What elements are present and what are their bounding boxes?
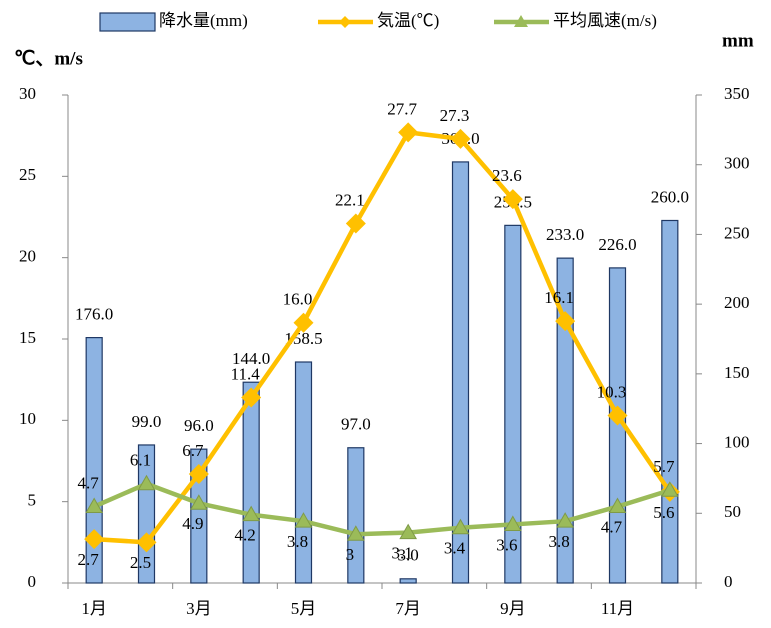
bar [556, 257, 574, 584]
marker [608, 497, 627, 514]
y-axis-title: ℃、m/s [14, 48, 83, 69]
marker [399, 523, 418, 540]
data-label: 3.8 [549, 532, 570, 551]
data-label: 11.4 [231, 364, 261, 383]
x-tick-label: 11月 [601, 599, 634, 618]
marker [293, 312, 314, 333]
bar [294, 361, 313, 584]
y-tick-label: 20 [19, 247, 36, 266]
marker [85, 497, 104, 514]
bar [242, 381, 260, 584]
line [93, 481, 671, 537]
marker [345, 213, 366, 234]
y2-tick-label: 250 [724, 223, 750, 242]
bar [85, 337, 103, 584]
bar-value-label: 96.0 [184, 416, 214, 435]
data-label: 6.1 [130, 451, 151, 470]
legend-marker [514, 15, 528, 27]
data-label: 4.7 [78, 473, 100, 492]
bar-value-label: 226.0 [598, 235, 636, 254]
x-tick-label: 5月 [291, 599, 317, 618]
marker [137, 474, 156, 491]
data-label: 4.7 [601, 517, 623, 536]
y-tick-label: 30 [19, 84, 36, 103]
bar-value-label: 176.0 [75, 305, 113, 324]
x-tick-label: 1月 [81, 599, 107, 618]
data-label: 16.1 [544, 288, 574, 307]
data-label: 23.6 [492, 166, 522, 185]
y2-tick-label: 350 [724, 84, 750, 103]
legend-label: 気温(℃) [377, 11, 439, 30]
y2-tick-label: 200 [724, 293, 750, 312]
y2-tick-label: 100 [724, 432, 750, 451]
data-label: 27.3 [440, 106, 470, 125]
bar-value-label: 97.0 [341, 415, 371, 434]
x-tick-label: 9月 [500, 599, 526, 618]
bar [451, 161, 470, 584]
data-label: 27.7 [387, 99, 417, 118]
marker [241, 387, 262, 408]
bar [137, 444, 156, 584]
legend-swatch [99, 12, 156, 32]
marker [660, 481, 679, 497]
data-label: 3 [346, 545, 355, 564]
data-label: 3.6 [496, 535, 517, 554]
data-label: 16.0 [283, 290, 313, 309]
y2-axis-title: mm [722, 30, 754, 51]
bar-value-label: 3.0 [398, 546, 419, 565]
marker [607, 405, 628, 426]
data-label: 5.6 [653, 503, 674, 522]
marker [294, 512, 313, 528]
x-tick-label: 7月 [395, 599, 421, 618]
y-tick-label: 15 [19, 328, 36, 347]
legend-label: 平均風速(m/s) [553, 11, 657, 30]
data-label: 4.2 [235, 526, 256, 545]
y2-tick-label: 50 [724, 502, 741, 521]
marker [556, 512, 575, 528]
y-tick-label: 10 [19, 409, 36, 428]
data-label: 10.3 [597, 382, 627, 401]
bar [399, 578, 417, 584]
bar [347, 447, 365, 584]
data-label: 3.1 [392, 543, 413, 562]
y2-tick-label: 300 [724, 154, 750, 173]
bar-value-label: 233.0 [546, 225, 584, 244]
marker [398, 122, 419, 143]
y-tick-label: 25 [19, 165, 36, 184]
marker [136, 532, 157, 553]
y2-tick-label: 150 [724, 363, 750, 382]
marker [502, 189, 523, 210]
marker [189, 494, 208, 510]
x-tick-label: 3月 [186, 599, 212, 618]
data-label: 2.7 [78, 550, 100, 569]
bar [661, 219, 679, 584]
data-label: 2.5 [130, 553, 151, 572]
data-label: 5.7 [653, 457, 675, 476]
bar-value-label: 144.0 [232, 349, 270, 368]
legend-label: 降水量(mm) [159, 11, 248, 30]
marker [84, 529, 105, 550]
y-tick-label: 0 [28, 572, 37, 591]
marker [450, 128, 471, 149]
marker [242, 505, 261, 522]
bar-value-label: 260.0 [651, 187, 689, 206]
marker [346, 525, 365, 541]
marker [188, 464, 209, 485]
y2-tick-label: 0 [724, 572, 733, 591]
data-label: 6.7 [182, 441, 204, 460]
line [94, 130, 672, 545]
y-tick-label: 5 [28, 491, 37, 510]
marker [555, 311, 576, 332]
marker [451, 518, 470, 535]
legend-marker [339, 16, 351, 28]
data-label: 22.1 [335, 190, 365, 209]
bar [504, 224, 522, 584]
bar-value-label: 99.0 [132, 412, 162, 431]
data-label: 3.4 [444, 539, 466, 558]
marker [503, 515, 522, 531]
data-label: 3.8 [287, 532, 308, 551]
data-label: 4.9 [182, 514, 203, 533]
